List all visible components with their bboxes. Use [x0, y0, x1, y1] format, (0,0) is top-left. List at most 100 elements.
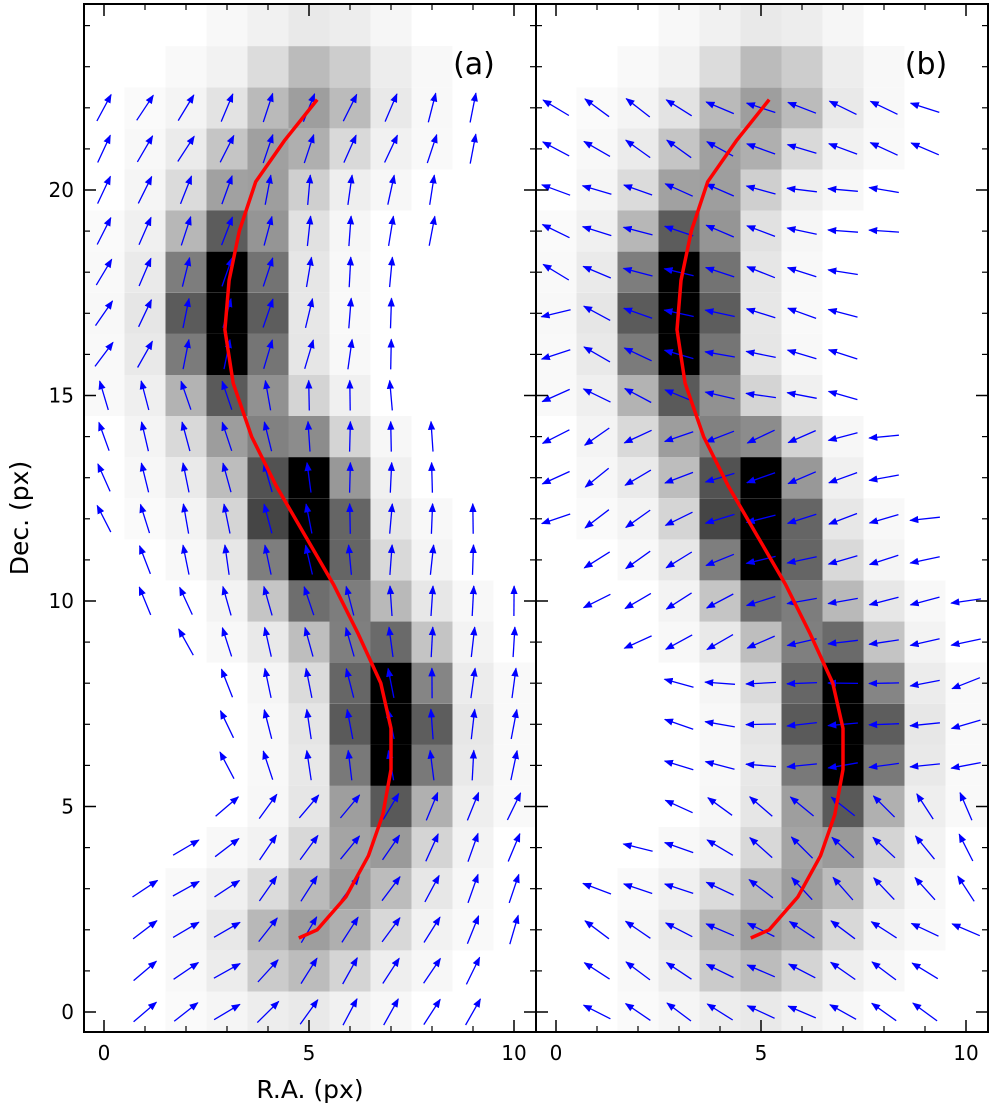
vector-arrow: [300, 875, 318, 902]
heatmap-cell: [206, 5, 248, 47]
vector-arrow: [704, 390, 735, 400]
axes-ticks: 0 5 10 0 5 10 15 20 0 5 10: [49, 4, 988, 1065]
vector-arrow: [910, 142, 940, 156]
vector-arrow: [222, 503, 231, 534]
vector-arrow: [381, 875, 401, 902]
vector-arrow: [138, 216, 152, 246]
vector-arrow: [827, 348, 858, 360]
vector-arrow: [98, 421, 110, 451]
vector-arrow: [540, 309, 571, 319]
vector-arrow: [139, 503, 151, 534]
vector-arrow: [173, 1002, 199, 1022]
vector-arrow: [132, 920, 158, 940]
vector-arrow: [909, 721, 940, 729]
vector-arrow: [214, 837, 240, 858]
panel-label-b: (b): [905, 47, 947, 82]
vector-arrow: [511, 667, 519, 699]
vector-arrow: [423, 957, 441, 984]
vector-arrow: [219, 134, 235, 163]
vector-arrow: [427, 749, 435, 781]
vector-arrow: [705, 224, 735, 238]
vector-arrow: [912, 1002, 938, 1022]
vector-arrow: [786, 348, 817, 360]
vector-arrow: [508, 873, 520, 904]
heatmap-cell: [411, 46, 453, 88]
vector-arrow: [540, 513, 571, 525]
vector-arrow: [868, 227, 900, 235]
vector-arrow: [787, 471, 817, 485]
vector-arrow: [384, 93, 398, 122]
vector-arrow: [172, 921, 200, 938]
vector-arrow: [180, 380, 192, 410]
vector-arrow: [299, 999, 319, 1025]
heatmap-cell: [329, 46, 371, 88]
vector-arrow: [263, 544, 272, 575]
vector-arrow: [346, 256, 354, 288]
vector-arrow: [304, 667, 313, 699]
vector-arrow: [387, 338, 395, 370]
vector-arrow: [541, 141, 570, 157]
vector-arrow: [382, 792, 400, 820]
vector-arrow: [704, 679, 736, 687]
vector-arrow: [222, 544, 230, 575]
vector-arrow: [541, 388, 570, 403]
vector-arrow: [178, 628, 194, 656]
vector-arrow: [827, 185, 858, 194]
vector-arrow: [625, 550, 651, 570]
vector-arrow: [423, 998, 441, 1025]
vector-arrow: [388, 256, 396, 288]
vector-arrow: [304, 420, 313, 452]
vector-arrow: [179, 175, 193, 205]
vector-arrow: [790, 836, 814, 859]
panel-b: (b): [536, 5, 987, 1032]
axes-frames: [83, 3, 989, 1033]
vector-arrow: [868, 596, 899, 607]
vector-arrow: [625, 509, 651, 529]
vector-arrow: [829, 1004, 857, 1020]
vector-arrow: [139, 380, 150, 411]
vector-arrow: [346, 297, 355, 329]
vector-arrow: [786, 762, 817, 770]
vector-arrow: [951, 923, 981, 937]
heatmap-cell: [658, 46, 700, 88]
vector-arrow: [97, 175, 111, 204]
vector-arrow: [872, 836, 896, 859]
vector-arrow: [221, 421, 233, 452]
vector-arrow: [959, 791, 973, 821]
vector-arrow: [623, 307, 653, 319]
vector-arrow: [705, 101, 735, 115]
vector-arrow: [827, 267, 858, 276]
heatmap-cell: [370, 46, 412, 88]
vector-arrow: [745, 349, 776, 359]
vector-arrow: [786, 185, 817, 193]
vector-arrow: [663, 431, 694, 443]
y-tick-label: 15: [49, 384, 74, 408]
vector-arrow: [343, 134, 357, 163]
vector-arrow: [259, 834, 277, 861]
vector-arrow: [304, 708, 312, 740]
vector-arrow: [219, 709, 235, 739]
vector-arrow: [788, 920, 815, 939]
vector-arrow: [664, 389, 694, 402]
x-tick-label: 5: [303, 1041, 316, 1065]
vector-arrow: [96, 93, 112, 122]
vector-arrow: [220, 668, 234, 698]
vector-arrow: [541, 184, 571, 196]
vector-arrow: [221, 175, 233, 205]
vector-arrow: [138, 298, 152, 328]
vector-arrow: [423, 916, 441, 943]
vector-arrow: [221, 380, 233, 410]
vector-arrow: [346, 420, 354, 452]
vector-arrow: [264, 174, 273, 205]
vector-arrow: [470, 708, 478, 740]
vector-arrow: [466, 791, 480, 821]
vector-arrow: [827, 226, 859, 235]
vector-arrow: [666, 1002, 692, 1022]
vector-arrow: [745, 514, 776, 525]
vector-arrow: [789, 796, 815, 817]
vector-arrow: [181, 544, 190, 575]
vector-arrow: [510, 708, 519, 740]
vector-arrow: [346, 461, 354, 493]
vector-arrow: [507, 832, 521, 862]
